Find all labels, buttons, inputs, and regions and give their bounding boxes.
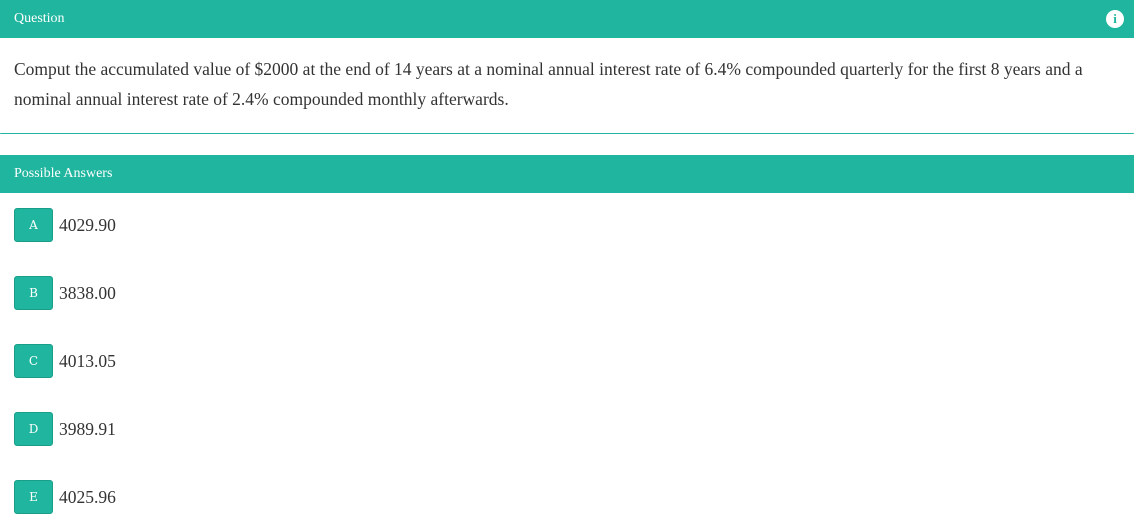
answer-value: 4025.96 bbox=[59, 486, 116, 507]
answer-option[interactable]: C 4013.05 bbox=[14, 344, 116, 378]
answer-value: 3989.91 bbox=[59, 418, 116, 439]
answer-value: 4029.90 bbox=[59, 214, 116, 235]
divider bbox=[0, 133, 1134, 134]
answer-letter-button[interactable]: D bbox=[14, 412, 53, 446]
answer-letter-button[interactable]: A bbox=[14, 208, 53, 242]
question-header-title: Question bbox=[14, 11, 65, 26]
answer-letter-button[interactable]: B bbox=[14, 276, 53, 310]
question-header: Question i bbox=[0, 0, 1134, 38]
answer-value: 4013.05 bbox=[59, 350, 116, 371]
answer-letter-button[interactable]: E bbox=[14, 480, 53, 514]
question-text: Comput the accumulated value of $2000 at… bbox=[14, 59, 1083, 109]
answer-option[interactable]: E 4025.96 bbox=[14, 480, 116, 514]
answer-letter-button[interactable]: C bbox=[14, 344, 53, 378]
answer-option[interactable]: D 3989.91 bbox=[14, 412, 116, 446]
answer-option[interactable]: A 4029.90 bbox=[14, 208, 116, 242]
answers-header: Possible Answers bbox=[0, 155, 1134, 193]
answer-option[interactable]: B 3838.00 bbox=[14, 276, 116, 310]
answer-value: 3838.00 bbox=[59, 282, 116, 303]
info-icon[interactable]: i bbox=[1106, 10, 1124, 28]
answers-header-title: Possible Answers bbox=[14, 166, 113, 181]
